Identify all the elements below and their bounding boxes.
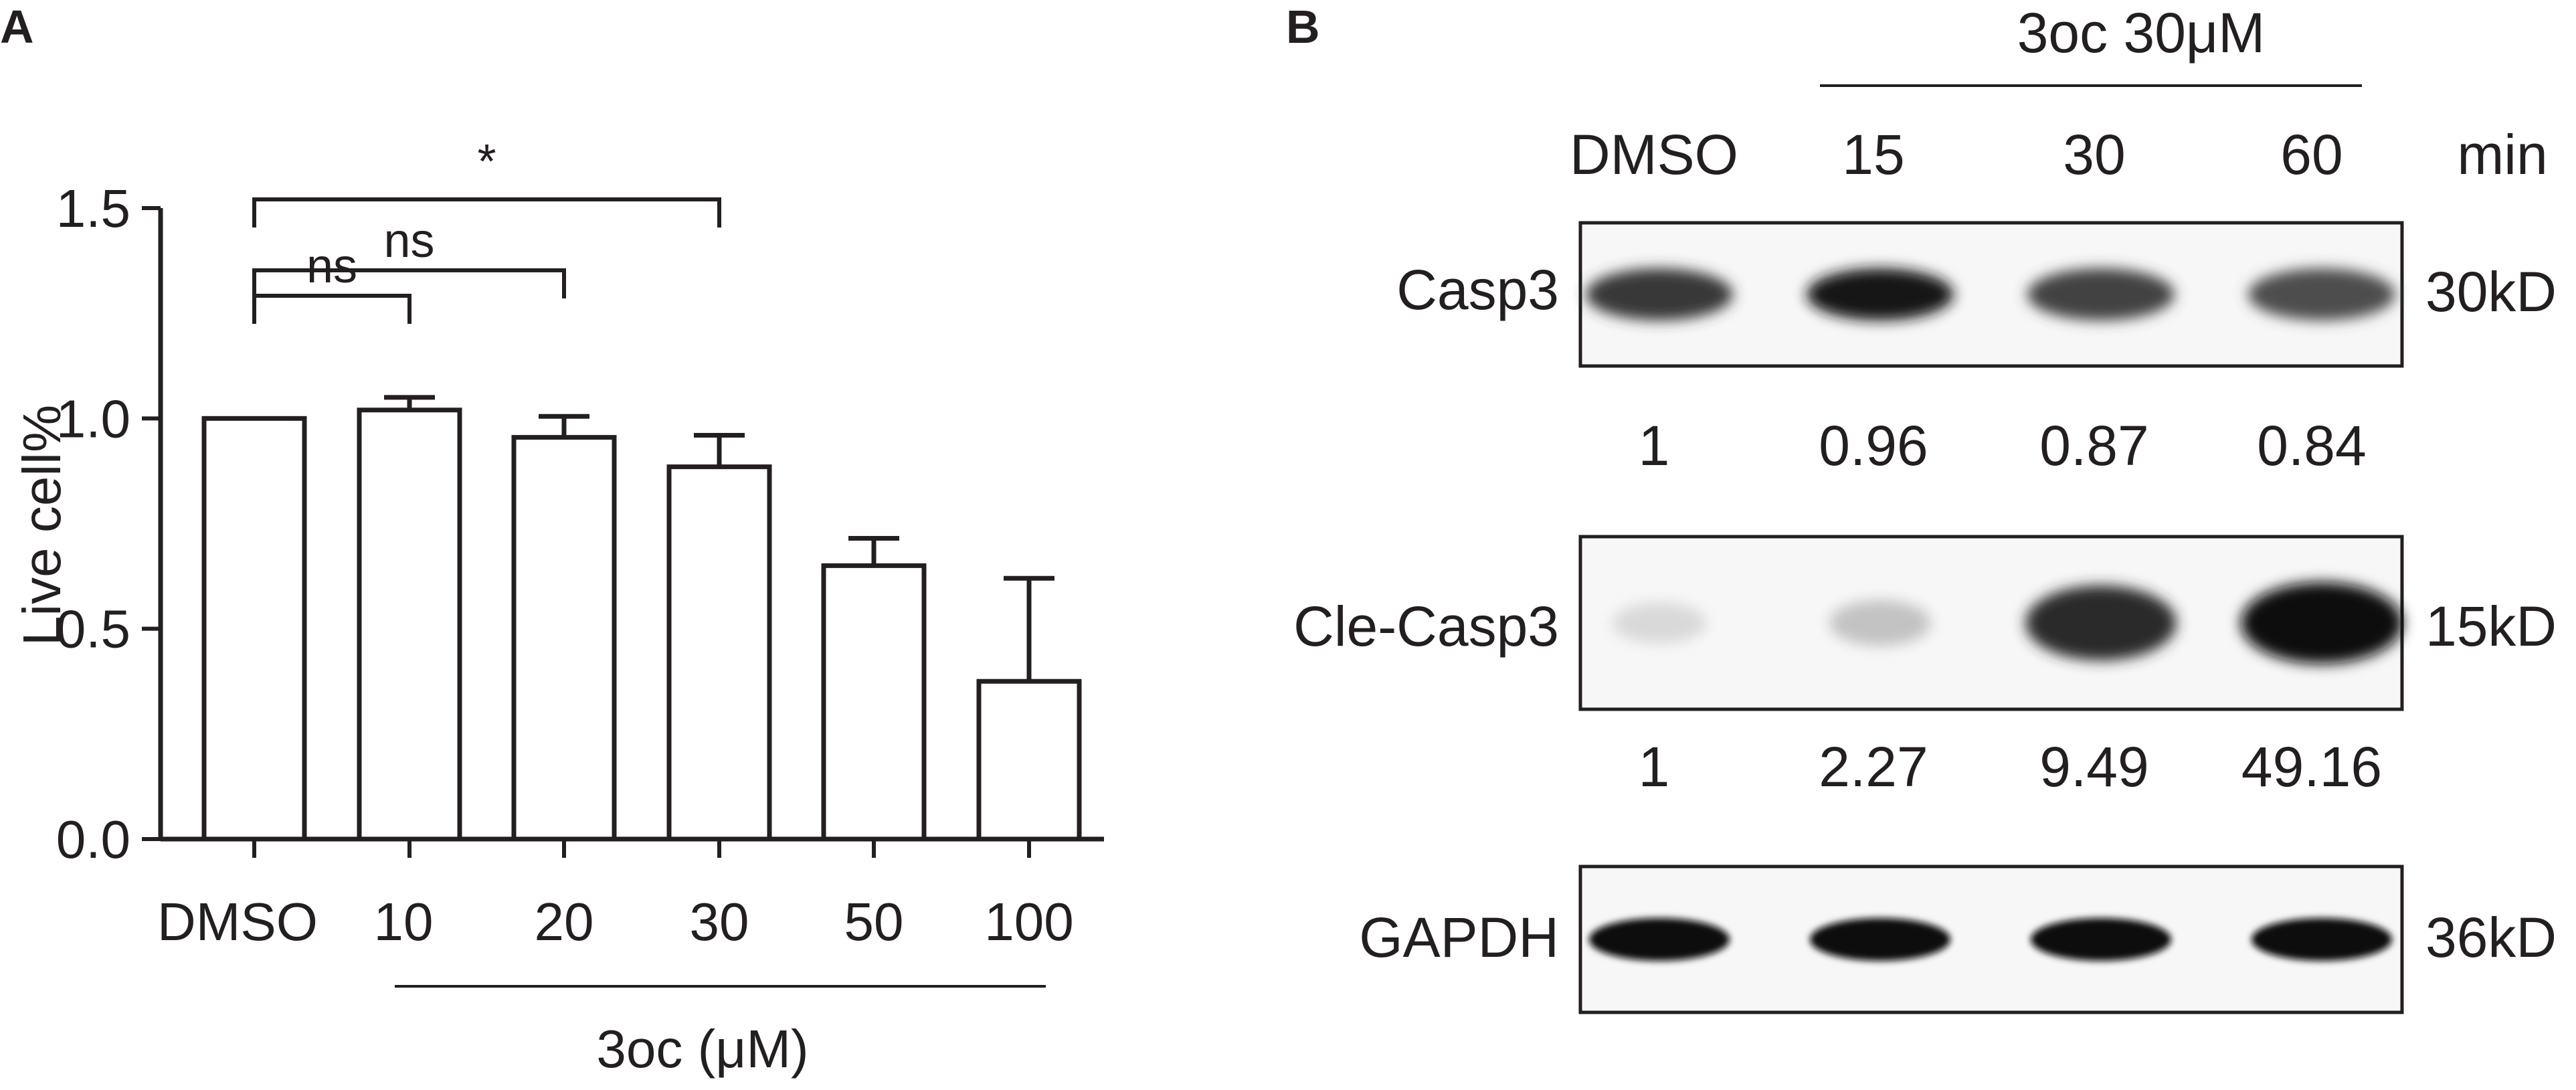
significance-bracket: [252, 268, 566, 298]
x-tick-label: 50: [844, 892, 904, 951]
lane-label: DMSO: [1570, 123, 1738, 186]
protein-band: [2031, 918, 2171, 961]
bar: [511, 435, 617, 842]
x-tick-label: 30: [690, 892, 749, 951]
band-quantification: 0.87: [2039, 414, 2149, 477]
x-tick-label: 100: [984, 892, 1073, 951]
bar: [666, 464, 772, 842]
band-quantification: 0.84: [2257, 414, 2367, 477]
protein-band: [2025, 585, 2177, 661]
lane-label: 30: [2063, 123, 2125, 186]
band-quantification: 9.49: [2039, 735, 2149, 798]
lane-label: 15: [1842, 123, 1904, 186]
protein-label: Casp3: [1396, 258, 1559, 321]
band-quantification: 1: [1639, 414, 1670, 477]
band-quantification: 49.16: [2241, 735, 2382, 798]
significance-label: ns: [383, 214, 434, 268]
significance-label: *: [477, 135, 496, 189]
panel-a-label: A: [0, 1, 34, 53]
significance-bracket: [252, 294, 411, 324]
band-quantification: 0.96: [1819, 414, 1928, 477]
band-quantification: 1: [1639, 735, 1670, 798]
protein-band: [2241, 581, 2403, 664]
bar: [357, 407, 462, 842]
y-axis-title: Live cell%: [12, 405, 72, 646]
x-axis-title: 3oc (μM): [596, 1019, 808, 1079]
y-tick-label: 0.0: [56, 810, 130, 869]
significance-bracket: [252, 197, 721, 228]
protein-band: [1807, 268, 1954, 321]
protein-band: [1589, 918, 1730, 961]
bar: [201, 416, 307, 842]
protein-band: [1586, 268, 1733, 321]
protein-band: [1829, 600, 1931, 646]
time-unit-label: min: [2457, 123, 2547, 186]
x-tick-label: DMSO: [157, 892, 318, 951]
bar-chart: Live cell% 0.00.51.01.5 DMSO 10 20 30 50 100 …: [12, 135, 1104, 1079]
protein-label: GAPDH: [1359, 906, 1559, 969]
band-quantification: 2.27: [1819, 735, 1928, 798]
protein-band: [2248, 268, 2395, 321]
protein-band: [2027, 268, 2175, 321]
protein-band: [1612, 602, 1707, 644]
blot-casp3: Casp3 30kD 1 0.96 0.87 0.84: [1396, 221, 2557, 477]
molecular-weight-label: 30kD: [2425, 260, 2557, 323]
bar: [976, 678, 1082, 842]
y-tick-label: 1.0: [56, 389, 130, 448]
molecular-weight-label: 36kD: [2425, 906, 2557, 969]
protein-label: Cle-Casp3: [1293, 595, 1559, 658]
western-blot: 3oc 30μM DMSO 15 30 60 min Casp3 30kD 1 0.96 0.…: [1293, 1, 2557, 1014]
blot-cle-casp3: Cle-Casp3 15kD 1 2.27 9.49 49.16: [1293, 535, 2557, 798]
significance-label: ns: [306, 240, 357, 293]
molecular-weight-label: 15kD: [2425, 595, 2557, 658]
protein-band: [2251, 918, 2392, 961]
treatment-header: 3oc 30μM: [2017, 1, 2266, 64]
blot-gapdh: GAPDH 36kD: [1359, 865, 2557, 1014]
x-tick-label: 20: [535, 892, 594, 951]
protein-band: [1810, 918, 1950, 961]
lane-label: 60: [2280, 123, 2342, 186]
y-tick-label: 0.5: [56, 600, 130, 659]
y-tick-label: 1.5: [56, 179, 130, 238]
x-tick-label: 10: [374, 892, 434, 951]
panel-b-label: B: [1286, 1, 1320, 53]
bar: [821, 563, 927, 842]
